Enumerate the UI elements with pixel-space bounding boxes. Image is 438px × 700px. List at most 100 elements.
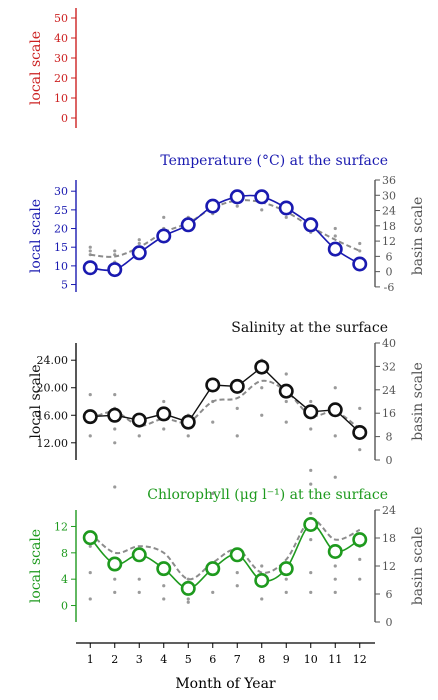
x-tick-label: 10 (304, 653, 318, 666)
basin-series-line (89, 518, 361, 581)
x-tick-label: 12 (353, 653, 367, 666)
local-point (278, 200, 294, 216)
basin-point (284, 399, 288, 404)
local-point (156, 561, 172, 577)
x-tick-label: 6 (209, 653, 216, 666)
local-point (327, 544, 343, 560)
left-axis-title: local scale (28, 529, 44, 603)
left-tick-label: 12.00 (37, 437, 69, 450)
local-point (131, 547, 147, 563)
right-axis-title: basin scale (410, 362, 426, 441)
basin-series-line (89, 379, 361, 430)
basin-point (113, 590, 117, 594)
local-series-line (90, 366, 361, 434)
basin-point (162, 584, 166, 588)
left-tick-label: 5 (61, 279, 68, 292)
basin-point (235, 584, 239, 588)
left-axis-title: local scale (28, 364, 44, 438)
right-axis-title: basin scale (410, 197, 426, 276)
right-tick-label: 12 (382, 235, 396, 248)
local-point (229, 189, 245, 205)
right-tick-label: -6 (384, 281, 395, 294)
right-tick-label: 6 (386, 250, 393, 263)
local-point (107, 556, 123, 572)
basin-point (333, 564, 337, 568)
basin-point (284, 372, 288, 376)
right-tick-label: 0 (386, 616, 393, 629)
left-tick-label: 0 (61, 112, 68, 125)
left-tick-label: 24.00 (37, 354, 69, 367)
panel-title: Salinity at the surface (231, 320, 388, 336)
local-point (229, 378, 245, 394)
local-series-line (89, 523, 361, 590)
basin-point (88, 544, 92, 548)
left-tick-label: 10 (54, 260, 68, 273)
right-tick-label: 40 (382, 337, 396, 350)
basin-point (162, 215, 166, 219)
local-point (303, 516, 319, 532)
basin-point (358, 577, 362, 581)
basin-point (186, 600, 190, 604)
basin-point (309, 570, 313, 575)
panel-salinity: Salinity at the surface 12.00 16.00 20.00 24… (28, 320, 426, 486)
local-point (254, 359, 270, 375)
panel-title: Chlorophyll (μg l⁻¹) at the surface (147, 487, 388, 503)
basin-point (333, 226, 337, 231)
local-point (327, 402, 343, 418)
basin-point (113, 577, 117, 581)
x-tick-label: 8 (258, 653, 265, 666)
panel-empty: 0 10 20 30 40 50 local scale (28, 8, 77, 128)
local-point (352, 424, 368, 440)
local-point (327, 241, 343, 257)
basin-point (260, 597, 264, 601)
basin-point (333, 577, 337, 581)
basin-point (113, 249, 117, 253)
basin-point (260, 413, 264, 417)
right-tick-label: 32 (382, 360, 396, 373)
x-tick-label: 1 (87, 653, 94, 666)
basin-point (162, 597, 166, 601)
basin-point (284, 420, 288, 424)
local-point (205, 198, 221, 214)
right-tick-label: 24 (382, 384, 396, 397)
basin-point (88, 393, 92, 397)
basin-point (88, 434, 92, 438)
right-tick-label: 0 (386, 454, 393, 467)
local-series-line (90, 194, 361, 272)
basin-point (211, 491, 215, 496)
local-point (107, 262, 123, 278)
basin-point (235, 204, 239, 208)
x-axis: 1 2 3 4 5 6 7 8 9 10 11 12 Month of Year (76, 642, 375, 692)
left-tick-label: 20.00 (37, 382, 69, 395)
local-point (278, 561, 294, 577)
left-tick-label: 25 (54, 204, 68, 217)
basin-point (137, 434, 141, 438)
basin-point (88, 597, 92, 601)
basin-point (113, 485, 117, 489)
basin-series-line (90, 199, 361, 258)
left-tick-label: 40 (54, 32, 68, 45)
local-point (303, 404, 319, 420)
x-tick-label: 5 (185, 653, 192, 666)
basin-point (235, 434, 239, 438)
right-tick-label: 18 (382, 532, 396, 545)
basin-point (358, 241, 362, 246)
basin-point (235, 406, 239, 410)
basin-point (358, 249, 362, 253)
x-tick-label: 7 (234, 653, 241, 666)
basin-point (162, 427, 166, 431)
basin-point (260, 208, 264, 212)
basin-point (284, 577, 288, 581)
basin-point (88, 249, 92, 253)
basin-point (358, 557, 362, 562)
local-point (107, 407, 123, 423)
basin-point (113, 441, 117, 445)
local-point (352, 256, 368, 272)
basin-point (284, 590, 288, 594)
basin-point (88, 570, 92, 575)
basin-point (358, 448, 362, 452)
local-point (229, 547, 245, 563)
basin-point (260, 564, 264, 568)
local-point (156, 228, 172, 244)
